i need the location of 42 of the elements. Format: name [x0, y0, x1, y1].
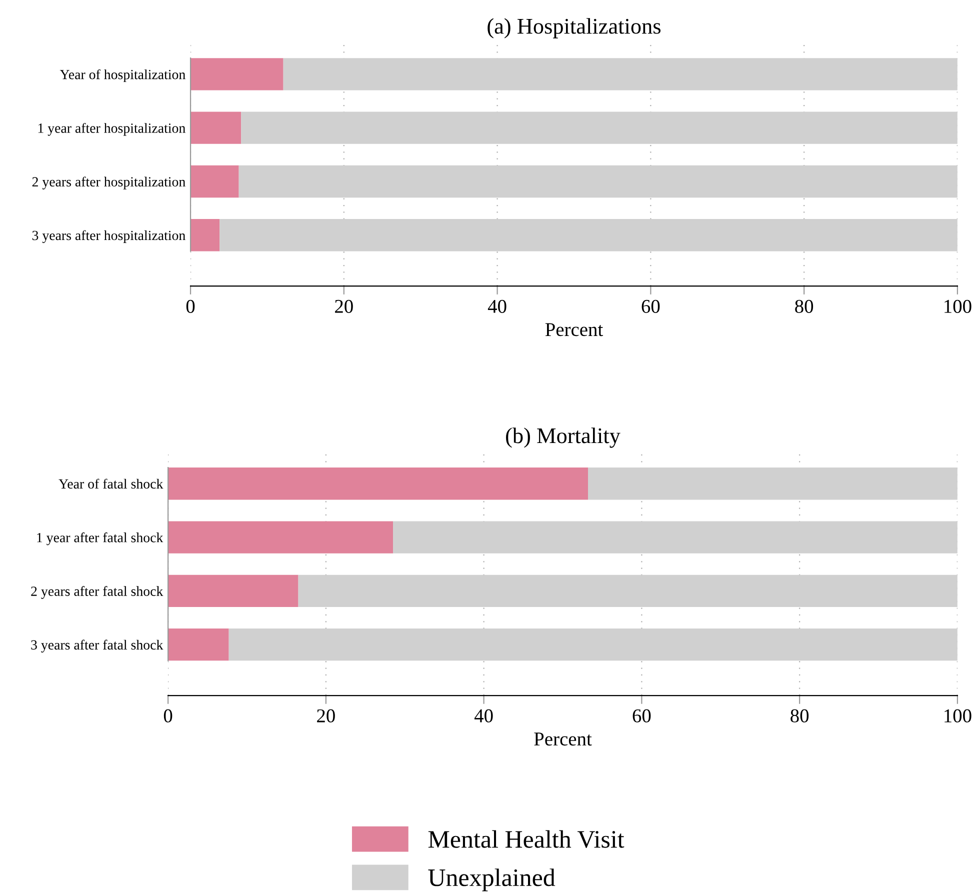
x-tick-label: 20 — [335, 300, 353, 313]
bar — [190, 165, 239, 198]
x-tick-label: 100 — [944, 300, 972, 313]
x-tick-label: 0 — [164, 709, 172, 722]
y-tick-label: Year of hospitalization — [60, 69, 186, 82]
bar — [238, 165, 958, 198]
bar — [241, 112, 958, 144]
bar — [168, 468, 588, 500]
legend-label: Mental Health Visit — [428, 830, 624, 848]
x-tick-label: 0 — [186, 300, 195, 313]
legend-label: Unexplained — [428, 868, 556, 892]
bar — [190, 58, 284, 90]
bar — [168, 521, 394, 554]
y-tick-label: 1 year after hospitalization — [38, 122, 186, 136]
x-tick-label: 60 — [632, 709, 651, 722]
y-tick-label: 2 years after fatal shock — [31, 586, 164, 599]
bar — [228, 628, 958, 661]
y-tick-label: 3 years after fatal shock — [31, 640, 164, 652]
bar — [588, 468, 958, 500]
y-tick-label: 3 years after hospitalization — [32, 230, 186, 244]
x-tick-label: 60 — [642, 300, 660, 313]
bar — [283, 58, 958, 90]
bar — [298, 574, 958, 608]
x-tick-label: 40 — [488, 300, 506, 313]
y-tick-label: 1 year after fatal shock — [37, 532, 164, 546]
x-tick-label: 80 — [790, 709, 809, 722]
bar — [190, 219, 220, 252]
bar — [220, 219, 958, 252]
bar — [190, 112, 242, 144]
bar — [168, 628, 229, 661]
bar — [168, 574, 298, 608]
x-axis-title: Percent — [534, 732, 592, 746]
bar — [393, 521, 958, 554]
x-tick-label: 20 — [317, 709, 335, 722]
x-axis-title: Percent — [545, 323, 604, 336]
x-tick-label: 100 — [944, 709, 972, 722]
x-tick-label: 80 — [795, 300, 814, 313]
x-tick-label: 40 — [474, 709, 493, 722]
y-tick-label: Year of fatal shock — [58, 478, 164, 489]
chart-title: (a) Hospitalizations — [488, 18, 660, 38]
chart-title: (b) Mortality — [506, 428, 620, 448]
y-tick-label: 2 years after hospitalization — [32, 176, 186, 190]
